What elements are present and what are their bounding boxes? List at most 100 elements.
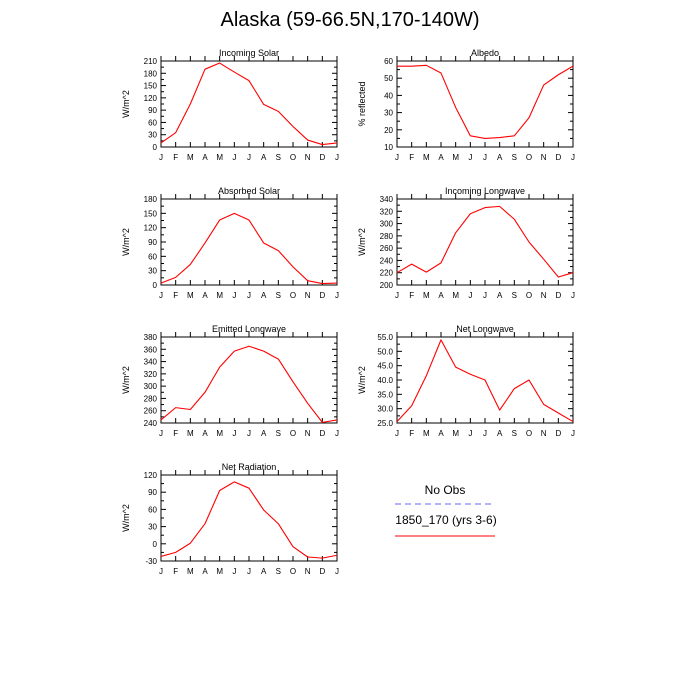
y-tick-label: 40: [384, 91, 393, 100]
x-tick-label: J: [571, 153, 575, 162]
x-tick-label: S: [276, 153, 281, 162]
x-tick-label: O: [526, 291, 532, 300]
x-tick-label: A: [497, 429, 503, 438]
y-tick-label: 90: [148, 106, 157, 115]
x-tick-label: A: [497, 153, 503, 162]
x-tick-label: J: [468, 153, 472, 162]
panel-emitted-longwave: Emitted Longwave W/m^2 240 260 280 300 320 340 3…: [121, 324, 339, 438]
x-tick-label: N: [305, 153, 311, 162]
x-tick-label: S: [276, 429, 281, 438]
y-tick-label: 35.0: [377, 390, 393, 399]
y-tick-label: 0: [153, 281, 158, 290]
x-tick-label: J: [159, 567, 163, 576]
plot-frame: [160, 60, 338, 148]
series-line: [160, 345, 338, 423]
x-tick-label: M: [452, 291, 459, 300]
x-tick-label: S: [512, 291, 517, 300]
x-tick-label: J: [232, 567, 236, 576]
y-tick-label: 30: [148, 523, 157, 532]
x-tick-label: A: [202, 291, 208, 300]
y-tick-label: 30: [384, 109, 393, 118]
x-tick-label: J: [483, 291, 487, 300]
panel-incoming-longwave: Incoming Longwave W/m^2 200 220 240 260 280 300…: [357, 186, 575, 300]
y-tick-label: 300: [144, 382, 158, 391]
y-tick-label: 0: [153, 143, 158, 152]
panel-incoming-solar: Incoming Solar W/m^2 0 30 60 90 120 150 180 210 J F…: [121, 48, 339, 162]
x-tick-label: M: [216, 291, 223, 300]
y-tick-label: 280: [144, 394, 158, 403]
x-tick-label: N: [305, 291, 311, 300]
y-tick-label: 60: [148, 252, 157, 261]
y-tick-label: 240: [380, 256, 394, 265]
y-tick-label: 320: [380, 207, 394, 216]
y-axis-label: W/m^2: [121, 366, 131, 394]
x-tick-label: M: [187, 291, 194, 300]
x-tick-label: N: [541, 291, 547, 300]
x-tick-label: J: [159, 291, 163, 300]
x-tick-label: J: [395, 429, 399, 438]
panel-title: Incoming Longwave: [445, 186, 525, 196]
y-axis-label: W/m^2: [357, 228, 367, 256]
x-tick-label: M: [216, 153, 223, 162]
panel-title: Absorbed Solar: [218, 186, 280, 196]
legend-label-obs: No Obs: [425, 483, 466, 497]
y-tick-label: 380: [144, 333, 158, 342]
y-tick-label: 25.0: [377, 419, 393, 428]
y-tick-label: 210: [144, 57, 158, 66]
x-tick-label: J: [247, 153, 251, 162]
legend: No Obs 1850_170 (yrs 3-6): [395, 483, 497, 537]
y-axis-label: W/m^2: [121, 504, 131, 532]
x-tick-label: M: [216, 429, 223, 438]
y-tick-label: 280: [380, 232, 394, 241]
y-tick-label: 120: [144, 94, 158, 103]
y-tick-label: 30.0: [377, 405, 393, 414]
plot-frame: [396, 198, 574, 286]
y-tick-label: 120: [144, 471, 158, 480]
x-tick-label: O: [290, 153, 296, 162]
x-tick-label: J: [571, 291, 575, 300]
x-tick-label: A: [261, 291, 267, 300]
y-tick-label: 40.0: [377, 376, 393, 385]
x-tick-label: J: [335, 429, 339, 438]
y-tick-label: 55.0: [377, 333, 393, 342]
plot-frame: [396, 60, 574, 148]
x-tick-label: M: [423, 291, 430, 300]
panel-title: Incoming Solar: [219, 48, 279, 58]
series-line: [160, 481, 338, 559]
y-axis-label: W/m^2: [121, 90, 131, 118]
y-tick-label: 340: [144, 358, 158, 367]
x-tick-label: J: [247, 291, 251, 300]
x-tick-label: J: [159, 429, 163, 438]
x-tick-label: F: [409, 429, 414, 438]
y-tick-label: 90: [148, 238, 157, 247]
y-tick-label: 20: [384, 126, 393, 135]
x-tick-label: D: [319, 567, 325, 576]
y-tick-label: 150: [144, 209, 158, 218]
x-tick-label: J: [468, 291, 472, 300]
y-tick-label: 320: [144, 370, 158, 379]
y-tick-label: 50.0: [377, 347, 393, 356]
y-tick-label: 180: [144, 195, 158, 204]
x-tick-label: A: [261, 567, 267, 576]
x-tick-label: M: [187, 567, 194, 576]
x-tick-label: J: [395, 291, 399, 300]
x-tick-label: A: [438, 291, 444, 300]
x-tick-label: D: [319, 291, 325, 300]
x-tick-label: J: [232, 291, 236, 300]
x-tick-label: J: [483, 429, 487, 438]
x-tick-label: A: [202, 429, 208, 438]
x-tick-label: A: [202, 153, 208, 162]
x-tick-label: M: [423, 153, 430, 162]
x-tick-label: O: [290, 567, 296, 576]
x-tick-label: J: [483, 153, 487, 162]
y-tick-label: 30: [148, 131, 157, 140]
y-tick-label: 30: [148, 267, 157, 276]
x-tick-label: F: [173, 567, 178, 576]
y-tick-label: 60: [148, 118, 157, 127]
y-tick-label: 260: [144, 407, 158, 416]
x-tick-label: J: [335, 153, 339, 162]
x-tick-label: A: [202, 567, 208, 576]
